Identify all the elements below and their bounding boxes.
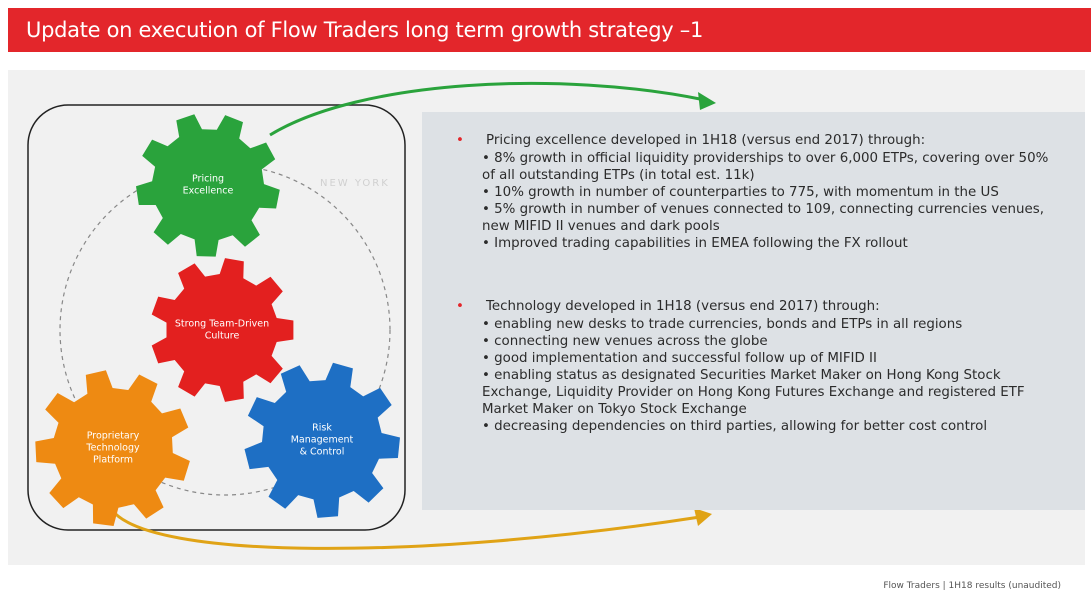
- gear-label: Management: [291, 435, 354, 446]
- orange-arrowhead: [694, 508, 712, 526]
- footer: Flow Traders | 1H18 results (unaudited): [883, 581, 1061, 591]
- bullet-item: good implementation and successful follo…: [456, 350, 1065, 367]
- gear-label: & Control: [300, 447, 345, 458]
- gear-label: Strong Team-Driven: [175, 319, 269, 330]
- section: Pricing excellence developed in 1H18 (ve…: [456, 132, 1065, 252]
- gear-label: Excellence: [183, 186, 234, 197]
- text-box: Pricing excellence developed in 1H18 (ve…: [422, 112, 1085, 510]
- frame: [27, 104, 406, 531]
- gear-label: Technology: [85, 443, 140, 454]
- section-heading: Technology developed in 1H18 (versus end…: [456, 298, 1065, 315]
- gear-label: Risk: [312, 423, 332, 434]
- green-arrow: [269, 81, 706, 137]
- section: Technology developed in 1H18 (versus end…: [456, 298, 1065, 435]
- gear-label: Platform: [93, 455, 133, 466]
- title-bar: Update on execution of Flow Traders long…: [8, 8, 1091, 52]
- map-label: NEW YORK: [320, 178, 390, 189]
- bullet-item: Improved trading capabilities in EMEA fo…: [456, 235, 1065, 252]
- bullet-item: 8% growth in official liquidity provider…: [456, 150, 1065, 184]
- gear: [35, 370, 190, 526]
- bullet-item: 10% growth in number of counterparties t…: [456, 184, 1065, 201]
- bullet-item: enabling status as designated Securities…: [456, 367, 1065, 418]
- section-heading: Pricing excellence developed in 1H18 (ve…: [456, 132, 1065, 149]
- bullet-item: enabling new desks to trade currencies, …: [456, 316, 1065, 333]
- gear-label: Proprietary: [87, 431, 140, 442]
- green-arrowhead: [698, 92, 716, 110]
- bullet-item: 5% growth in number of venues connected …: [456, 201, 1065, 235]
- bullet-item: connecting new venues across the globe: [456, 333, 1065, 350]
- bullet-item: decreasing dependencies on third parties…: [456, 418, 1065, 435]
- gear: [136, 114, 280, 257]
- gear: [151, 258, 294, 402]
- gear-label: Culture: [205, 331, 240, 342]
- gear: [244, 362, 400, 518]
- gear-label: Pricing: [192, 174, 224, 185]
- orange-arrow: [110, 509, 701, 550]
